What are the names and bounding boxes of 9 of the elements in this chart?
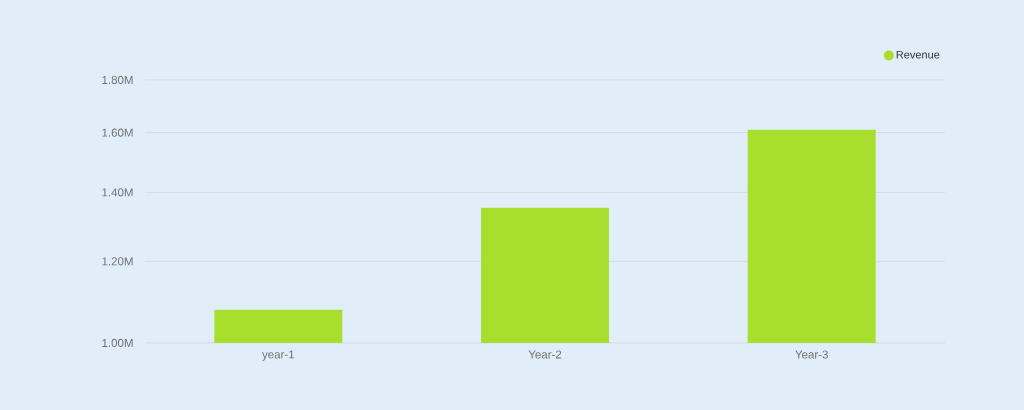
y-tick-label: 1.60M [102, 128, 133, 137]
x-tick-label: Year-3 [795, 350, 828, 359]
y-tick-label: 1.00M [102, 338, 133, 347]
x-tick-label: Year-2 [528, 350, 562, 359]
x-tick-label: year-1 [262, 350, 295, 361]
y-tick-label: 1.20M [102, 257, 133, 266]
legend-label: Revenue [896, 50, 940, 59]
y-tick-label: 1.80M [102, 75, 133, 84]
y-tick-label: 1.40M [102, 188, 133, 197]
